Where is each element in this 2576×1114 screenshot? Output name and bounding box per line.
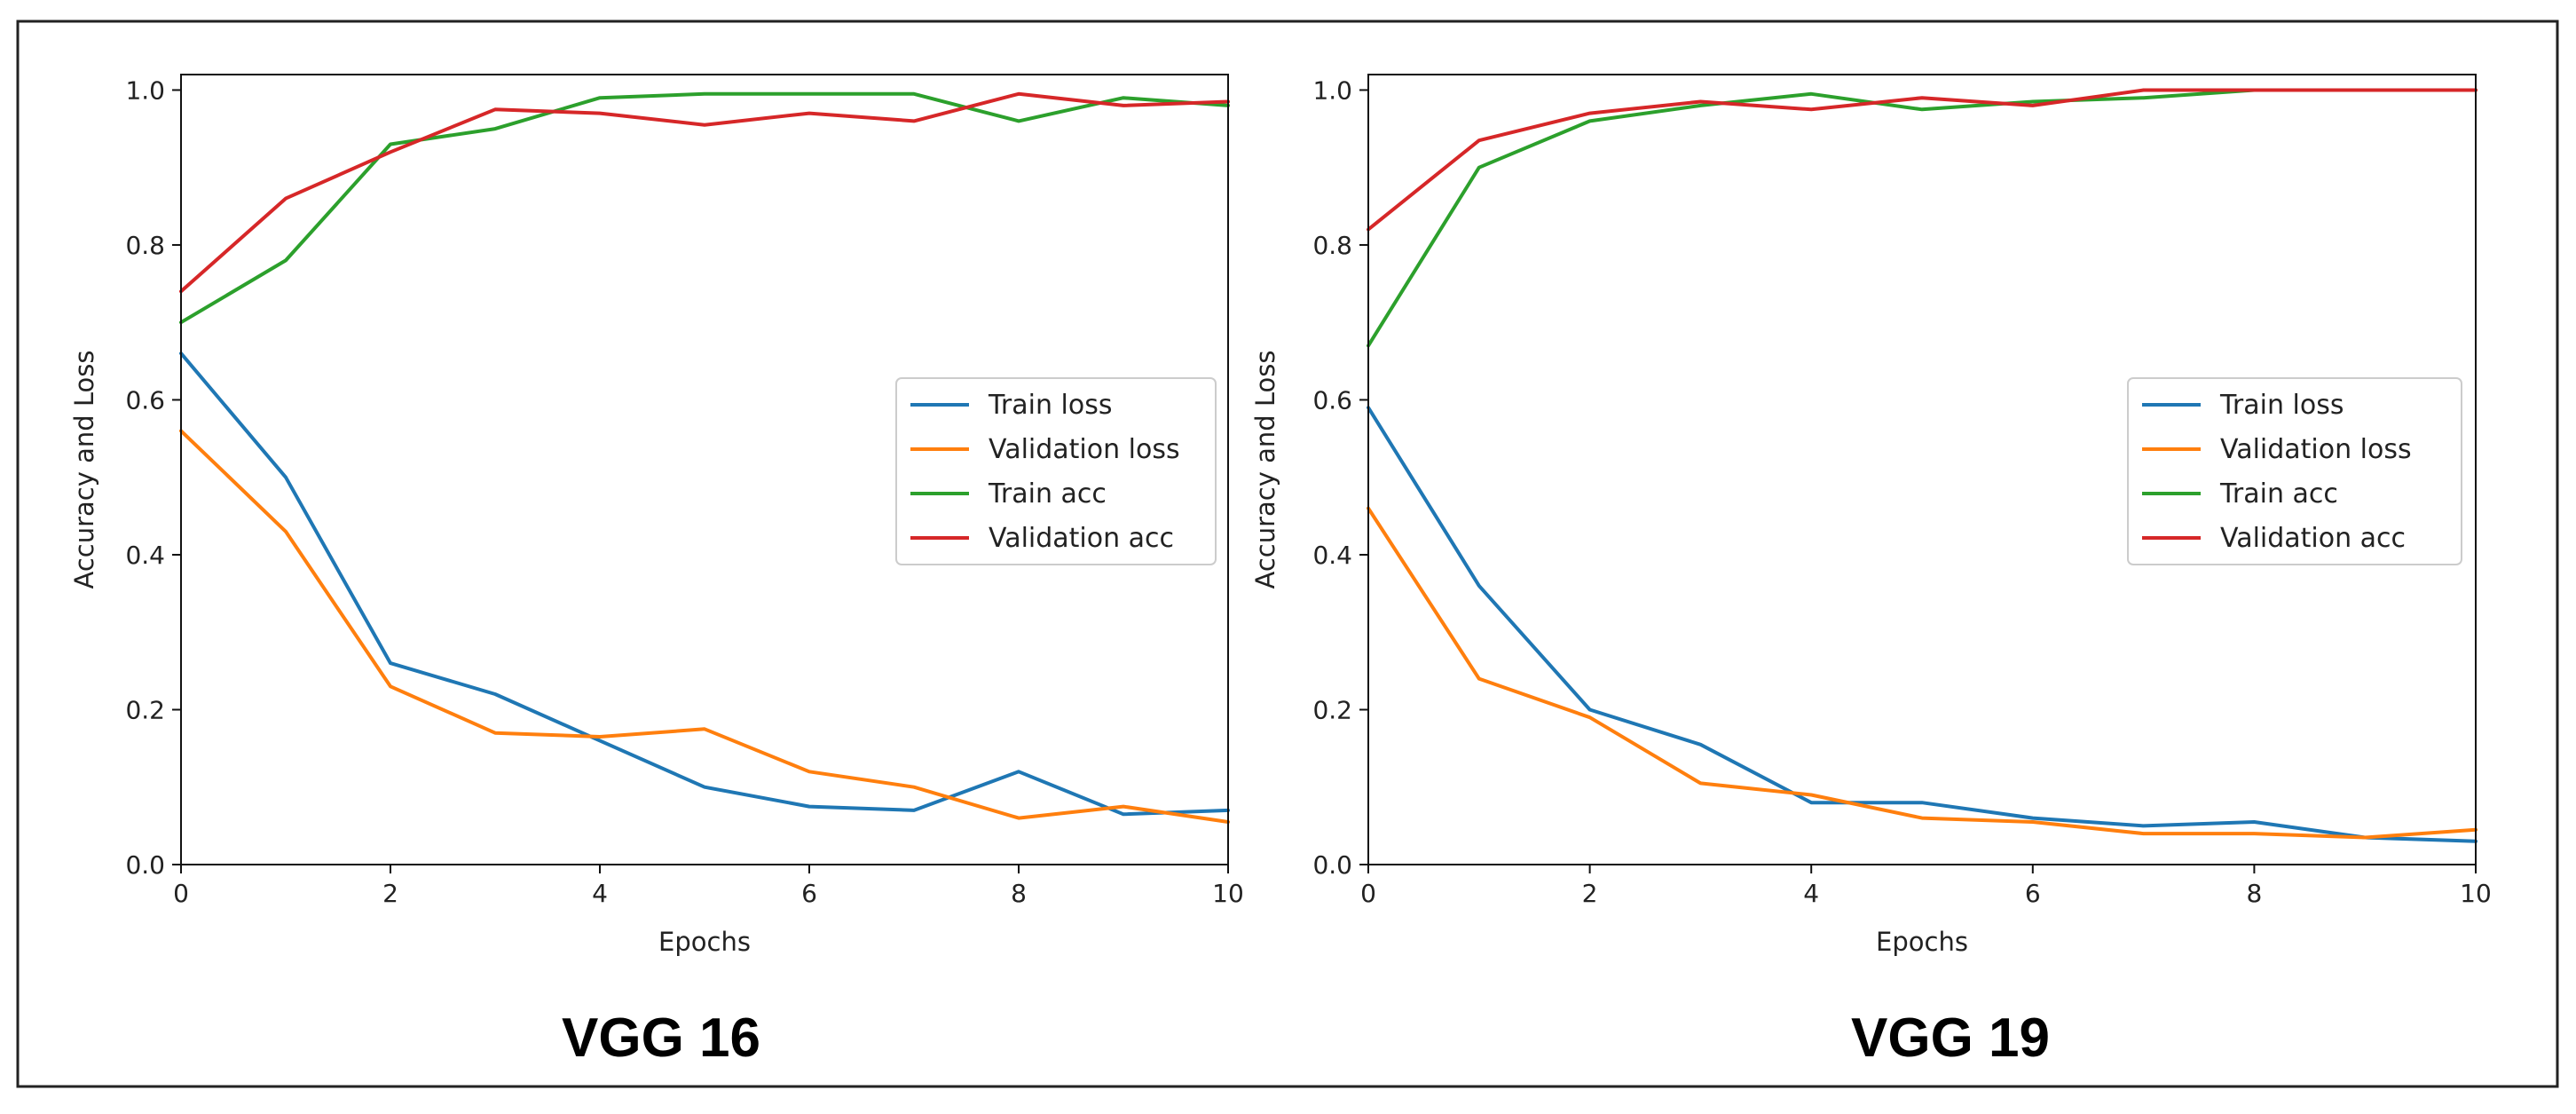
vgg19-x-tick-label: 10	[2460, 879, 2492, 908]
vgg19-legend-label-validation-acc: Validation acc	[2220, 523, 2406, 554]
vgg19-x-tick-label: 4	[1803, 879, 1819, 908]
vgg19-x-tick-label: 6	[2025, 879, 2041, 908]
vgg19-legend: Train loss Validation loss Train acc Valida…	[2127, 377, 2462, 565]
vgg16-validation-acc-line	[179, 91, 1230, 294]
vgg19-legend-label-train-loss: Train loss	[2219, 390, 2344, 421]
vgg19-x-axis-label: Epochs	[1876, 927, 1968, 957]
vgg16-y-tick-label: 0.4	[125, 541, 165, 570]
vgg19-y-axis-label: Accuracy and Loss	[1250, 350, 1280, 589]
vgg16-x-tick-label: 6	[801, 879, 817, 908]
vgg19-y-tick-label: 0.6	[1312, 385, 1352, 415]
vgg19-legend-label-train-acc: Train acc	[2219, 478, 2338, 510]
vgg19-y-tick-label: 0.0	[1312, 850, 1352, 880]
vgg16-y-tick-label: 0.8	[125, 231, 165, 260]
vgg16-y-tick-label: 0.6	[125, 385, 165, 415]
vgg16-validation-loss-line	[179, 429, 1230, 824]
vgg19-x-tick-label: 8	[2246, 879, 2262, 908]
vgg16-plot-area	[179, 91, 1230, 824]
vgg19-legend-box	[2127, 377, 2462, 565]
vgg16-y-axis-label: Accuracy and Loss	[69, 350, 99, 589]
vgg16-legend-box	[895, 377, 1217, 565]
vgg19-y-tick-label: 1.0	[1312, 75, 1352, 105]
vgg16-legend-label-validation-acc: Validation acc	[989, 523, 1174, 554]
vgg16-legend-label-train-loss: Train loss	[988, 390, 1112, 421]
vgg19-x-tick-label: 2	[1582, 879, 1598, 908]
vgg19-validation-acc-line	[1367, 88, 2478, 232]
vgg16-y-tick-label: 1.0	[125, 75, 165, 105]
vgg19-ticks: 0 2 4 6 8 10 0.0 0.2 0.4 0.6 0.8 1.0	[1312, 75, 2491, 908]
vgg16-train-acc-line	[179, 91, 1230, 325]
figure-border	[16, 20, 2559, 1088]
vgg19-legend-label-validation-loss: Validation loss	[2220, 434, 2412, 465]
vgg19-y-tick-label: 0.8	[1312, 231, 1352, 260]
vgg16-legend: Train loss Validation loss Train acc Valida…	[895, 377, 1217, 565]
vgg16-x-tick-label: 2	[382, 879, 398, 908]
vgg19-y-tick-label: 0.4	[1312, 541, 1352, 570]
vgg19-chart: 0 2 4 6 8 10 0.0 0.2 0.4 0.6 0.8 1.0 Epochs Accurac…	[1250, 74, 2492, 1069]
vgg16-chart: 0 2 4 6 8 10 0.0 0.2 0.4 0.6 0.8 1.0 Epochs Accurac…	[69, 74, 1244, 1069]
vgg19-y-tick-label: 0.2	[1312, 695, 1352, 724]
vgg16-title: VGG 16	[562, 1007, 760, 1069]
vgg19-plot-area	[1367, 88, 2478, 843]
vgg16-x-tick-label: 0	[173, 879, 189, 908]
vgg16-legend-label-train-acc: Train acc	[988, 478, 1107, 510]
vgg16-x-tick-label: 8	[1011, 879, 1027, 908]
vgg16-train-loss-line	[179, 352, 1230, 817]
vgg19-train-loss-line	[1367, 406, 2478, 843]
vgg19-x-tick-label: 0	[1360, 879, 1376, 908]
vgg16-legend-label-validation-loss: Validation loss	[989, 434, 1180, 465]
vgg16-axes-frame	[180, 74, 1229, 865]
vgg16-ticks: 0 2 4 6 8 10 0.0 0.2 0.4 0.6 0.8 1.0	[125, 75, 1243, 908]
vgg16-y-tick-label: 0.2	[125, 695, 165, 724]
vgg16-x-tick-label: 10	[1212, 879, 1244, 908]
vgg19-axes-frame	[1367, 74, 2477, 865]
vgg19-validation-loss-line	[1367, 506, 2478, 840]
vgg16-x-axis-label: Epochs	[658, 927, 751, 957]
vgg19-title: VGG 19	[1851, 1007, 2050, 1069]
vgg16-x-tick-label: 4	[592, 879, 608, 908]
vgg16-y-tick-label: 0.0	[125, 850, 165, 880]
